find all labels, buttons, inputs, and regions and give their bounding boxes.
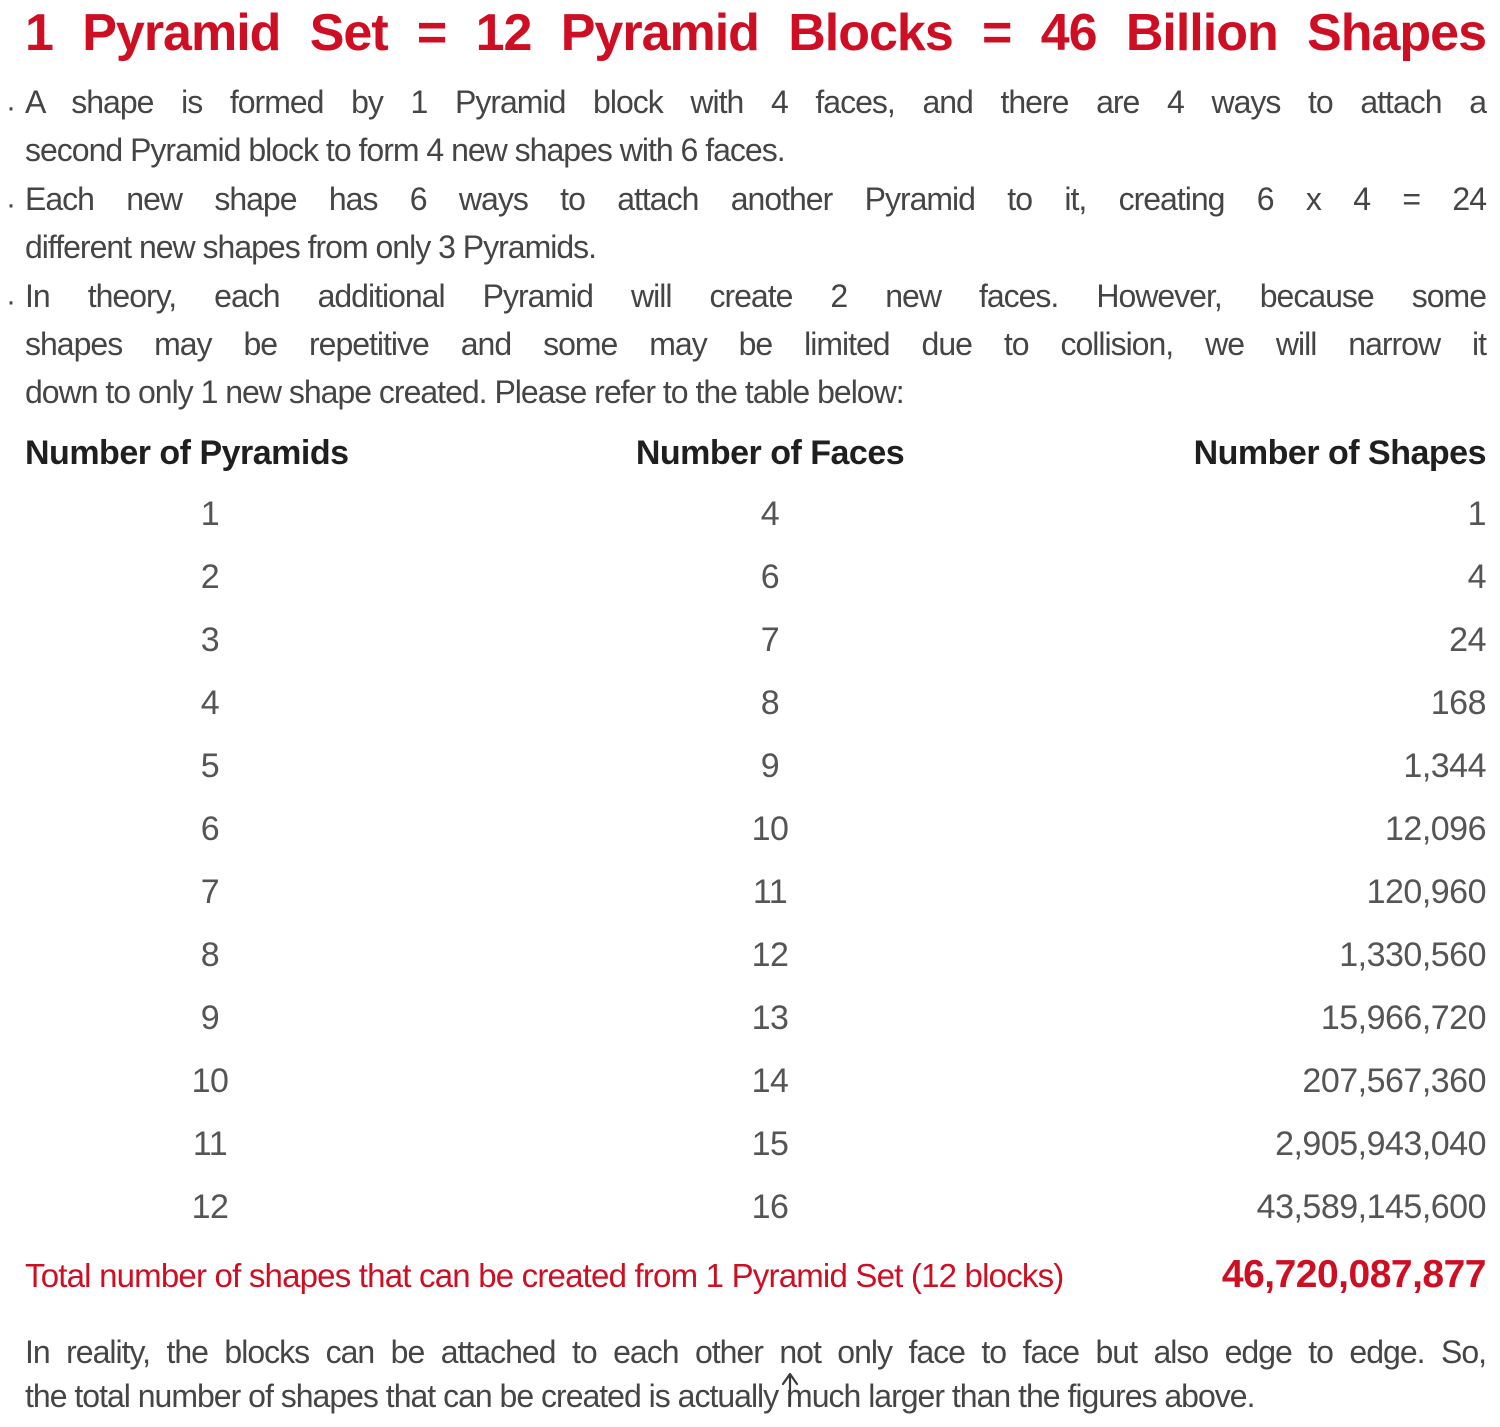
- table-row: 10 14 207,567,360: [25, 1050, 1487, 1113]
- table-row: 3 7 24: [25, 609, 1487, 672]
- cell-faces: 10: [751, 809, 789, 848]
- cell-pyramids: 5: [200, 746, 220, 785]
- cell-faces: 15: [751, 1124, 789, 1163]
- col-header-faces: Number of Faces: [635, 433, 905, 472]
- bullet-text-line: In theory, each additional Pyramid will …: [25, 277, 1487, 314]
- cell-pyramids: 1: [200, 494, 220, 533]
- table-row: 6 10 12,096: [25, 798, 1487, 861]
- table-row: 2 6 4: [25, 546, 1487, 609]
- cell-pyramids: 6: [200, 809, 220, 848]
- bullet-item: · Each new shape has 6 ways to attach an…: [6, 175, 1487, 272]
- table-body: 1 4 1 2 6 4 3 7 24 4 8: [25, 483, 1487, 1239]
- pyramid-shapes-table: Number of Pyramids Number of Faces Numbe…: [25, 429, 1487, 1239]
- footer-note: In reality, the blocks can be attached t…: [25, 1330, 1487, 1418]
- cell-shapes: 1,330,560: [1339, 935, 1486, 974]
- total-value: 46,720,087,877: [1221, 1252, 1487, 1296]
- cell-faces: 6: [760, 557, 780, 596]
- cell-faces: 4: [760, 494, 780, 533]
- page-title: 1 Pyramid Set = 12 Pyramid Blocks = 46 B…: [25, 4, 1487, 62]
- cell-faces: 8: [760, 683, 780, 722]
- footer-text-line: the total number of shapes that can be c…: [25, 1377, 1255, 1414]
- table-row: 5 9 1,344: [25, 735, 1487, 798]
- footer-text-line: In reality, the blocks can be attached t…: [25, 1333, 1487, 1370]
- bullet-icon: ·: [6, 284, 16, 318]
- bullet-text-line: down to only 1 new shape created. Please…: [25, 374, 905, 411]
- cell-faces: 13: [751, 998, 789, 1037]
- cell-faces: 14: [751, 1061, 789, 1100]
- cell-faces: 11: [752, 872, 788, 911]
- table-row: 4 8 168: [25, 672, 1487, 735]
- cell-pyramids: 3: [200, 620, 220, 659]
- cell-faces: 16: [751, 1187, 789, 1226]
- cell-faces: 12: [751, 935, 789, 974]
- cell-pyramids: 12: [191, 1187, 229, 1226]
- table-row: 1 4 1: [25, 483, 1487, 546]
- bullet-text-line: different new shapes from only 3 Pyramid…: [25, 229, 597, 266]
- cell-shapes: 24: [1449, 620, 1486, 659]
- cell-pyramids: 11: [192, 1124, 228, 1163]
- bullet-text-line: Each new shape has 6 ways to attach anot…: [25, 180, 1487, 217]
- cell-faces: 7: [760, 620, 780, 659]
- table-row: 9 13 15,966,720: [25, 987, 1487, 1050]
- cell-pyramids: 2: [200, 557, 220, 596]
- col-header-shapes: Number of Shapes: [1193, 433, 1487, 472]
- cell-pyramids: 9: [200, 998, 220, 1037]
- cell-shapes: 2,905,943,040: [1275, 1124, 1486, 1163]
- cell-shapes: 12,096: [1385, 809, 1487, 848]
- cell-shapes: 4: [1467, 557, 1487, 596]
- bullet-item: · In theory, each additional Pyramid wil…: [6, 272, 1487, 417]
- col-header-pyramids: Number of Pyramids: [25, 433, 349, 472]
- cell-shapes: 15,966,720: [1320, 998, 1487, 1037]
- table-row: 11 15 2,905,943,040: [25, 1113, 1487, 1176]
- bullet-text-line: shapes may be repetitive and some may be…: [25, 326, 1487, 363]
- cell-pyramids: 10: [191, 1061, 229, 1100]
- cell-shapes: 43,589,145,600: [1256, 1187, 1487, 1226]
- bullet-text-line: A shape is formed by 1 Pyramid block wit…: [25, 84, 1487, 120]
- cell-shapes: 207,567,360: [1302, 1061, 1486, 1100]
- cell-shapes: 168: [1430, 683, 1487, 722]
- total-row: Total number of shapes that can be creat…: [25, 1251, 1487, 1300]
- table-row: 8 12 1,330,560: [25, 924, 1487, 987]
- cell-pyramids: 4: [200, 683, 220, 722]
- cell-pyramids: 7: [200, 872, 220, 911]
- table-row: 12 16 43,589,145,600: [25, 1176, 1487, 1239]
- bullet-icon: ·: [6, 91, 16, 124]
- table-row: 7 11 120,960: [25, 861, 1487, 924]
- cell-shapes: 1: [1467, 494, 1487, 533]
- table-header-row: Number of Pyramids Number of Faces Numbe…: [25, 429, 1487, 477]
- cell-pyramids: 8: [200, 935, 220, 974]
- bullet-item: · A shape is formed by 1 Pyramid block w…: [6, 78, 1487, 175]
- bullet-text-line: second Pyramid block to form 4 new shape…: [25, 132, 786, 169]
- bullet-icon: ·: [6, 187, 16, 221]
- cell-shapes: 1,344: [1403, 746, 1486, 785]
- total-label: Total number of shapes that can be creat…: [25, 1256, 1064, 1294]
- cell-faces: 9: [760, 746, 780, 785]
- cell-shapes: 120,960: [1366, 872, 1487, 911]
- intro-bullets: · A shape is formed by 1 Pyramid block w…: [6, 78, 1487, 417]
- page: 1 Pyramid Set = 12 Pyramid Blocks = 46 B…: [0, 4, 1500, 1418]
